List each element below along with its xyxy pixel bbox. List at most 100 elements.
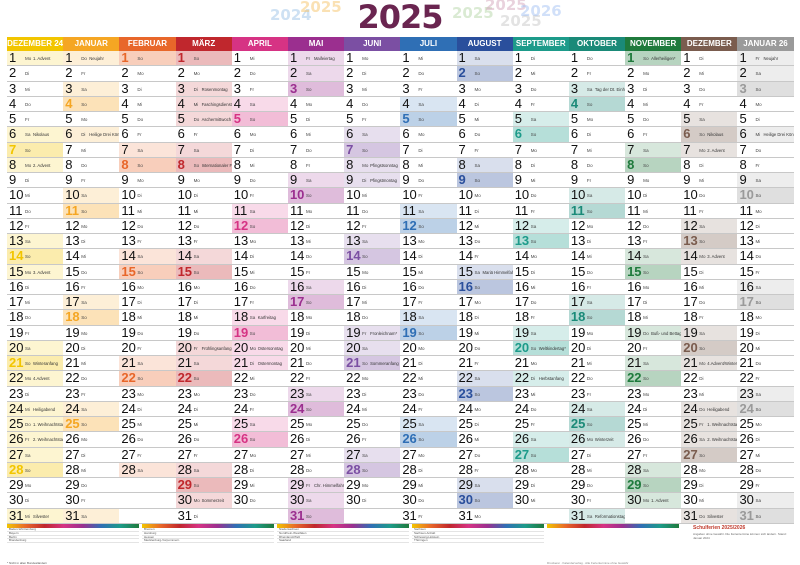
day-cell[interactable]: 22 Mi (231, 371, 288, 387)
day-cell[interactable]: 16 Mo (119, 280, 176, 295)
day-cell[interactable]: 18 Fr (512, 310, 569, 326)
day-cell[interactable]: 15 Mi (231, 265, 288, 280)
day-cell[interactable]: 4 Do (7, 97, 64, 112)
day-cell[interactable]: 8 Mo Pfingstsonntag (344, 157, 401, 173)
day-cell[interactable]: 14 Sa (625, 249, 682, 265)
day-cell[interactable]: 23 Mo (119, 387, 176, 402)
day-cell[interactable]: 18 Mi (625, 310, 682, 326)
day-cell[interactable]: 24 Fr (231, 402, 288, 417)
day-cell[interactable]: 8 Fr (287, 158, 345, 173)
day-cell[interactable]: 13 Mo (231, 234, 288, 250)
day-cell[interactable]: 22 Do (63, 371, 120, 387)
day-cell[interactable]: 12 Mo (63, 219, 120, 234)
day-cell[interactable]: 2 So (456, 66, 513, 82)
day-cell[interactable]: 17 Di (119, 295, 176, 311)
day-cell[interactable]: 28 Do (287, 463, 345, 478)
day-cell[interactable]: 12 Sa (512, 218, 569, 234)
day-cell[interactable]: 9 Mo (119, 173, 176, 189)
day-cell[interactable]: 28 Mi (568, 463, 626, 478)
day-cell[interactable]: 19 So (400, 325, 457, 341)
day-cell[interactable]: 28 Sa (175, 462, 232, 478)
day-cell[interactable]: 21 Do (287, 356, 345, 372)
day-cell[interactable]: 13 Do (456, 234, 513, 250)
day-cell[interactable]: 28 Di (231, 463, 288, 478)
day-cell[interactable]: 21 Mo (512, 356, 569, 372)
day-cell[interactable]: 5 Mo (63, 112, 120, 128)
day-cell[interactable]: 17 So (737, 295, 794, 311)
day-cell[interactable]: 21 So Winteranfang (7, 356, 64, 372)
day-cell[interactable]: 12 So (231, 218, 288, 234)
day-cell[interactable]: 30 Do (231, 493, 288, 509)
day-cell[interactable]: 21 So Sommeranfang (344, 356, 401, 372)
day-cell[interactable]: 29 So (625, 478, 682, 494)
day-cell[interactable]: 10 Do (681, 188, 738, 204)
day-cell[interactable]: 1 Do (568, 51, 626, 67)
day-cell[interactable]: 26 Mo Winterzeit (568, 432, 626, 448)
day-cell[interactable] (512, 509, 569, 524)
day-cell[interactable]: 17 Fr (231, 295, 288, 311)
day-cell[interactable]: 3 Do (681, 82, 738, 97)
day-cell[interactable]: 13 Mo (400, 234, 457, 250)
day-cell[interactable]: 18 So (568, 310, 626, 326)
day-cell[interactable]: 14 So (344, 249, 401, 265)
day-cell[interactable]: 7 Do (287, 143, 345, 158)
day-cell[interactable]: 31 So (737, 508, 794, 524)
day-cell[interactable]: 30 Di (7, 493, 64, 509)
day-cell[interactable]: 31 Sa Reformationstag* (568, 508, 626, 524)
day-cell[interactable]: 14 Mo 3. Advent (681, 249, 738, 265)
day-cell[interactable]: 28 Mo (512, 463, 569, 478)
day-cell[interactable]: 17 Fr (400, 295, 457, 311)
day-cell[interactable]: 10 Fr (231, 188, 288, 204)
day-cell[interactable]: 2 Do (400, 66, 457, 82)
day-cell[interactable]: 13 Fr (625, 234, 682, 250)
day-cell[interactable]: 30 Fr (568, 493, 626, 509)
day-cell[interactable]: 7 So (7, 142, 64, 158)
day-cell[interactable]: 14 So (7, 249, 64, 265)
day-cell[interactable]: 24 So (737, 401, 794, 417)
day-cell[interactable]: 25 Sa (400, 417, 457, 433)
day-cell[interactable]: 18 Fr (681, 310, 738, 326)
day-cell[interactable]: 23 Mi (512, 387, 569, 402)
day-cell[interactable]: 29 Sa (456, 478, 513, 494)
day-cell[interactable]: 6 So Nikolaus (681, 127, 738, 143)
day-cell[interactable]: 9 Mo (175, 173, 232, 189)
day-cell[interactable]: 6 Fr (625, 127, 682, 143)
day-cell[interactable]: 17 Mi (344, 295, 401, 311)
day-cell[interactable]: 29 So (175, 478, 232, 494)
day-cell[interactable]: 4MiFaschingsdienstag (175, 96, 232, 112)
day-cell[interactable]: 6 Fr (175, 127, 232, 143)
day-cell[interactable]: 11 Do (344, 204, 401, 219)
day-cell[interactable]: 16 Do (231, 280, 288, 295)
day-cell[interactable]: 9 Fr (63, 173, 120, 189)
day-cell[interactable]: 31 So (287, 508, 345, 524)
day-cell[interactable]: 27 Fr (175, 448, 232, 463)
day-cell[interactable]: 19 Di (737, 326, 794, 341)
day-cell[interactable]: 7 Mo 2. Advent (681, 142, 738, 158)
day-cell[interactable]: 3 Mi (344, 82, 401, 97)
day-cell[interactable]: 9 So (456, 173, 513, 189)
day-cell[interactable]: 17 Mo (456, 295, 513, 311)
day-cell[interactable]: 15 Fr (287, 265, 345, 280)
day-cell[interactable]: 26 Di (287, 432, 345, 448)
day-cell[interactable]: 16 So (456, 279, 513, 295)
day-cell[interactable]: 4 Mo (287, 97, 345, 112)
day-cell[interactable]: 24 Di (175, 402, 232, 417)
day-cell[interactable]: 20 Fr (119, 341, 176, 356)
day-cell[interactable]: 7 Mi (63, 143, 120, 158)
day-cell[interactable]: 31 Sa (63, 508, 120, 524)
day-cell[interactable]: 11 Mi (175, 204, 232, 219)
day-cell[interactable]: 21 Di (400, 356, 457, 372)
day-cell[interactable]: 8 Mo 2. Advent (7, 157, 64, 173)
day-cell[interactable]: 21 Do (737, 356, 794, 372)
day-cell[interactable]: 13 Fr (175, 234, 232, 250)
day-cell[interactable]: 4 Sa (400, 96, 457, 112)
day-cell[interactable]: 16 Mi (512, 280, 569, 295)
day-cell[interactable]: 11 Do (7, 204, 64, 219)
day-cell[interactable]: 26 Do (625, 432, 682, 448)
day-cell[interactable]: 7 Di (231, 143, 288, 158)
day-cell[interactable]: 9 Mi (681, 173, 738, 189)
day-cell[interactable]: 22 Do (568, 371, 626, 387)
day-cell[interactable]: 14 Do (737, 249, 794, 265)
day-cell[interactable]: 1 So (119, 51, 176, 67)
